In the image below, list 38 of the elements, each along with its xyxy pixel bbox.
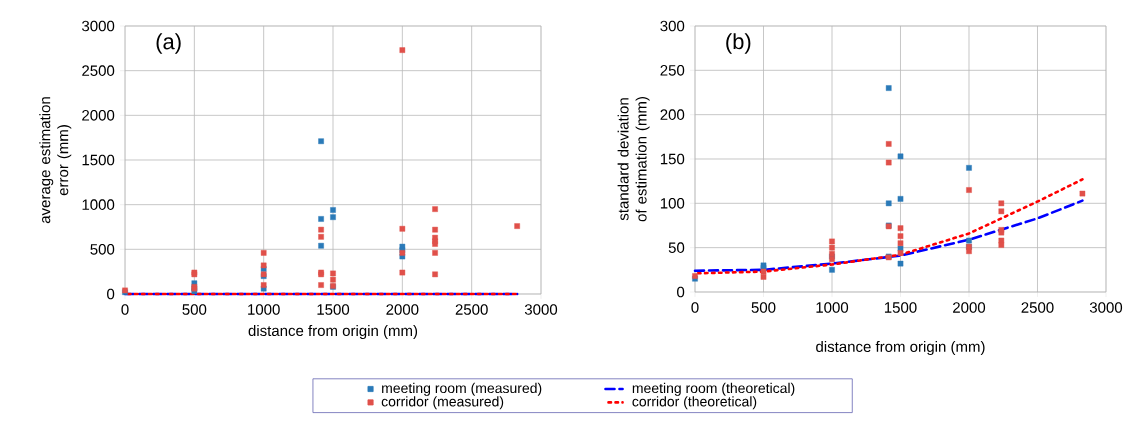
y-axis-title: average estimation error (mm) [39, 97, 72, 224]
x-tick-label: 2000 [953, 302, 986, 313]
x-tick-label: 0 [121, 304, 129, 315]
x-tick-label: 3000 [524, 304, 558, 315]
y-tick-label: 2500 [82, 65, 115, 76]
x-tick-label: 2500 [1021, 302, 1054, 313]
x-tick-label: 1500 [884, 302, 917, 313]
chart-title: (a) [156, 33, 181, 54]
legend-label: meeting room (theoretical) [632, 382, 795, 396]
y-axis-title: standard deviation of estimation (mm) [617, 97, 650, 222]
x-tick-label: 2500 [455, 304, 488, 315]
x-tick-label: 1500 [317, 304, 350, 315]
x-tick-label: 0 [691, 302, 699, 313]
x-tick-label: 1000 [248, 304, 280, 315]
x-tick-label: 1000 [816, 302, 849, 313]
y-tick-label: 150 [660, 153, 685, 165]
x-axis-title: distance from origin (mm) [816, 341, 985, 355]
y-tick-label: 3000 [82, 20, 115, 32]
x-tick-label: 2000 [386, 304, 419, 315]
x-tick-label: 500 [751, 302, 776, 313]
x-tick-label: 500 [182, 304, 207, 315]
y-tick-label: 300 [660, 20, 685, 32]
legend-label: corridor (theoretical) [632, 396, 757, 410]
y-tick-label: 2000 [82, 110, 115, 121]
y-tick-label: 0 [677, 286, 685, 298]
y-tick-label: 0 [107, 288, 115, 300]
legend-label: corridor (measured) [381, 396, 504, 410]
y-tick-label: 500 [90, 244, 115, 255]
y-tick-label: 1500 [82, 154, 115, 166]
y-tick-label: 50 [668, 242, 685, 253]
y-tick-label: 250 [660, 65, 685, 76]
x-tick-label: 3000 [1089, 302, 1123, 313]
y-tick-label: 1000 [82, 199, 115, 210]
legend-label: meeting room (measured) [382, 382, 542, 396]
y-tick-label: 200 [660, 109, 685, 120]
chart-title: (b) [726, 33, 751, 54]
y-tick-label: 100 [660, 198, 685, 209]
x-axis-title: distance from origin (mm) [248, 325, 418, 339]
